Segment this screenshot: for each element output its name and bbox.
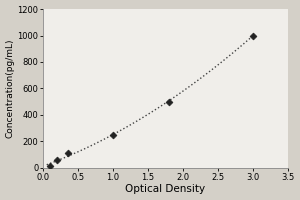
Y-axis label: Concentration(pg/mL): Concentration(pg/mL) <box>6 39 15 138</box>
X-axis label: Optical Density: Optical Density <box>125 184 206 194</box>
